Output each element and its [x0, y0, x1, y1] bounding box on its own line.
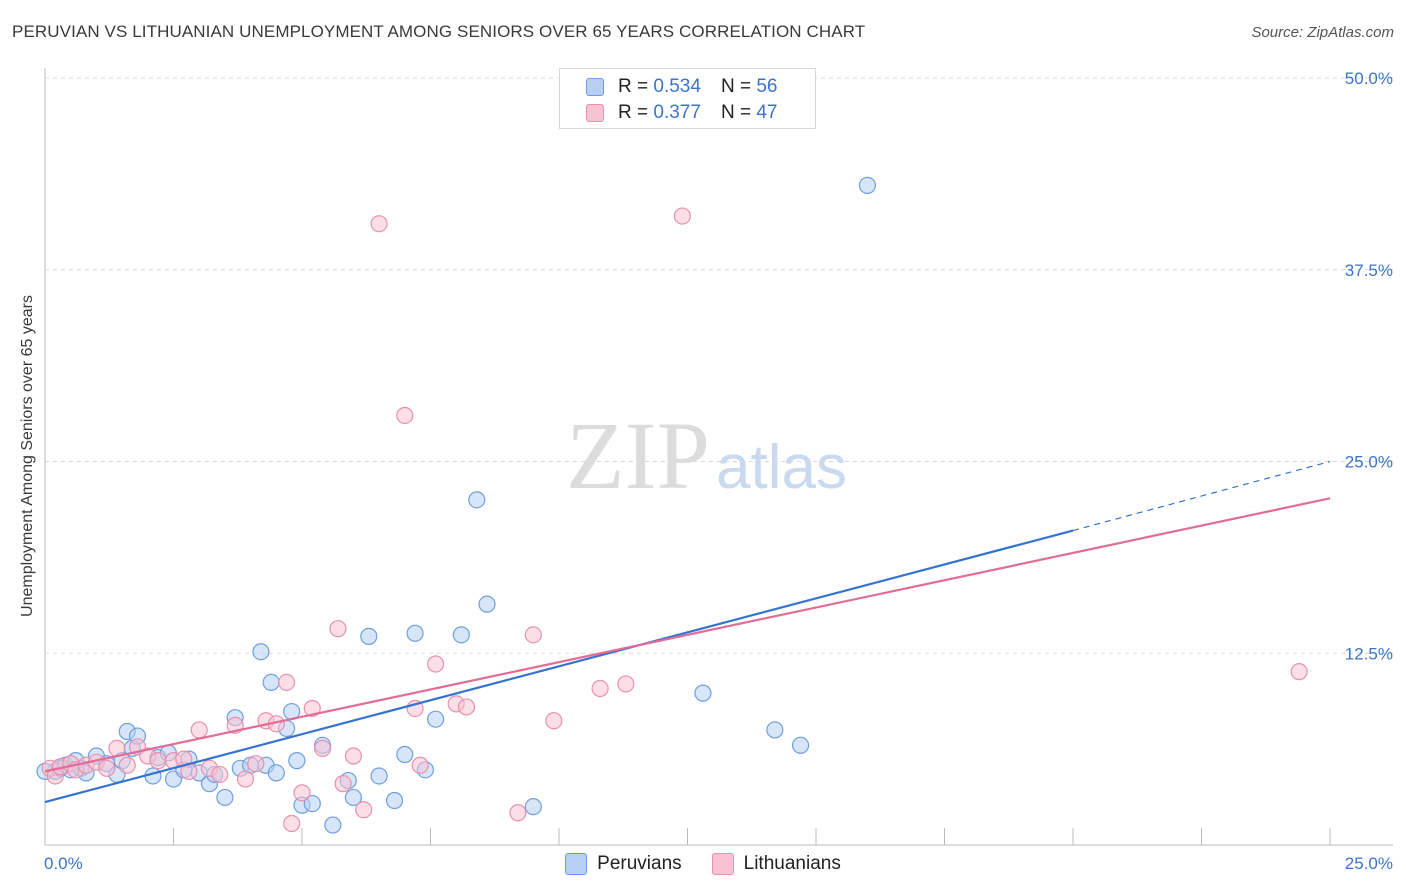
peruvians-trend-extension	[1072, 460, 1331, 532]
lithuanians-n-value: 47	[756, 102, 778, 123]
lithuanians-legend-label: Lithuanians	[743, 853, 841, 874]
peruvians-legend-label: Peruvians	[597, 853, 682, 874]
y-tick-label: 12.5%	[1345, 644, 1393, 663]
legend-item-lithuanians: Lithuanians	[711, 853, 841, 875]
x-tick-label: 0.0%	[44, 854, 83, 873]
lithuanian-point	[334, 775, 352, 793]
lithuanian-point	[277, 673, 296, 691]
legend-item-peruvians: Peruvians	[565, 853, 682, 875]
peruvians-n-label: N =	[720, 76, 752, 97]
series-legend: Peruvians Lithuanians	[0, 852, 1406, 876]
peruvian-point	[303, 794, 321, 813]
peruvian-point	[858, 176, 877, 194]
lithuanian-point	[247, 755, 265, 773]
lithuanian-point	[457, 698, 476, 716]
lithuanian-point	[313, 739, 332, 757]
lithuanian-point	[98, 759, 116, 777]
lithuanian-point	[396, 406, 414, 425]
lithuanian-point	[427, 655, 445, 673]
lithuanians-r-value: 0.377	[653, 102, 701, 123]
peruvian-point	[468, 491, 486, 509]
peruvians-r-label: R =	[618, 76, 649, 97]
lithuanian-point	[329, 620, 347, 638]
peruvian-point	[766, 721, 784, 739]
lithuanians-trend-line	[44, 497, 1331, 773]
lithuanians-r-label: R =	[618, 102, 649, 123]
lithuanian-point	[591, 679, 609, 698]
lithuanians-swatch	[586, 104, 604, 122]
lithuanian-point	[190, 721, 208, 739]
peruvian-point	[344, 788, 362, 807]
legend-row-lithuanians: R = 0.377 N = 47	[586, 101, 777, 125]
lithuanian-point	[211, 765, 229, 784]
trend-layer	[44, 460, 1331, 804]
peruvian-point	[396, 745, 414, 764]
peruvians-trend-line	[44, 529, 1074, 804]
y-tick-label: 50.0%	[1345, 69, 1393, 88]
lithuanian-point	[1290, 663, 1308, 681]
y-tick-label: 37.5%	[1345, 261, 1393, 280]
lithuanian-point	[118, 756, 136, 774]
lithuanians-legend-swatch	[711, 853, 734, 875]
peruvian-point	[385, 791, 404, 810]
chart-title: PERUVIAN VS LITHUANIAN UNEMPLOYMENT AMON…	[12, 22, 866, 41]
peruvian-point	[452, 626, 470, 644]
lithuanian-point	[344, 747, 362, 765]
lithuanian-point	[236, 770, 255, 788]
peruvian-point	[406, 624, 424, 642]
watermark-atlas: atlas	[716, 433, 847, 502]
lithuanian-point	[411, 756, 429, 774]
lithuanian-point	[149, 752, 167, 770]
peruvian-point	[524, 798, 542, 816]
points-layer	[36, 176, 1308, 834]
legend-row-peruvians: R = 0.534 N = 56	[586, 75, 777, 99]
peruvian-point	[791, 736, 810, 754]
lithuanian-point	[355, 801, 373, 819]
lithuanian-point	[524, 626, 542, 644]
peruvian-point	[324, 816, 342, 834]
peruvian-point	[288, 752, 306, 770]
lithuanian-point	[673, 207, 691, 225]
peruvian-point	[216, 788, 234, 807]
x-tick-label: 25.0%	[1345, 854, 1393, 873]
peruvian-point	[370, 767, 388, 785]
peruvian-point	[252, 643, 270, 661]
peruvians-n-value: 56	[756, 76, 778, 97]
correlation-legend: R = 0.534 N = 56 R = 0.377 N = 47	[559, 68, 816, 129]
lithuanian-point	[283, 814, 301, 833]
lithuanian-point	[293, 784, 311, 802]
watermark-zip: ZIP	[566, 402, 710, 509]
peruvian-point	[478, 595, 496, 613]
tick-layer: 12.5% 25.0% 37.5% 50.0% 0.0% 25.0%	[44, 69, 1393, 873]
peruvians-swatch	[586, 78, 604, 96]
peruvian-point	[262, 673, 280, 691]
watermark: ZIP atlas	[566, 402, 847, 509]
peruvian-point	[267, 764, 285, 782]
peruvians-legend-swatch	[565, 853, 588, 875]
lithuanian-point	[370, 215, 388, 233]
lithuanians-n-label: N =	[720, 102, 752, 123]
source-label: Source: ZipAtlas.com	[1251, 24, 1394, 41]
lithuanian-point	[617, 675, 635, 693]
peruvian-point	[360, 627, 378, 645]
lithuanian-point	[303, 699, 321, 718]
lithuanian-point	[509, 804, 527, 822]
peruvian-point	[694, 684, 712, 702]
peruvian-point	[427, 710, 445, 728]
peruvians-r-value: 0.534	[653, 76, 701, 97]
y-tick-label: 25.0%	[1345, 453, 1393, 472]
lithuanian-point	[545, 712, 563, 730]
